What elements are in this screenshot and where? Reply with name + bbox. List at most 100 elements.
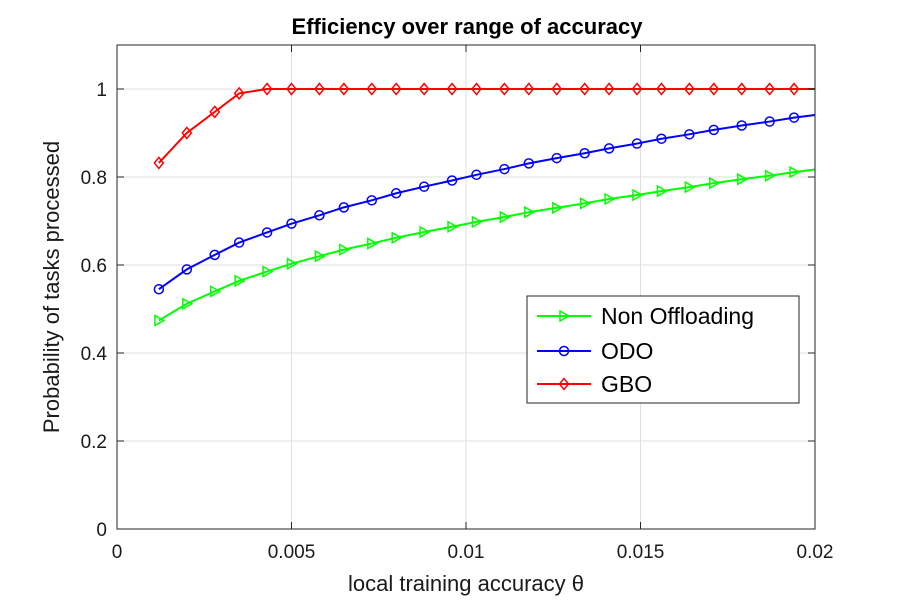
data-point [153, 156, 165, 170]
data-point [471, 82, 482, 96]
data-point [234, 274, 246, 288]
y-tick-label: 0.4 [81, 344, 108, 365]
data-point [261, 82, 273, 96]
data-point [181, 264, 193, 275]
data-point [447, 220, 459, 233]
data-point [338, 202, 350, 213]
data-point [603, 82, 615, 96]
data-point [656, 184, 668, 198]
data-point [419, 225, 431, 239]
data-point [418, 181, 430, 192]
data-point [286, 218, 297, 229]
data-point [209, 249, 220, 261]
data-point [684, 180, 696, 194]
legend-label: Non Offloading [601, 303, 754, 329]
data-point [655, 82, 667, 96]
data-point [313, 82, 325, 96]
y-tick-label: 0 [96, 520, 107, 541]
y-tick-label: 0.6 [81, 256, 107, 277]
data-point [366, 195, 378, 206]
data-point [764, 82, 776, 96]
data-point [499, 210, 511, 224]
data-point [579, 82, 591, 96]
legend-box [526, 295, 800, 404]
data-point [286, 82, 297, 96]
data-point [390, 82, 402, 96]
data-point [656, 133, 667, 144]
data-point [153, 283, 165, 295]
data-point [551, 152, 562, 164]
data-point [314, 210, 325, 221]
y-axis-label: Probability of tasks processed [39, 141, 64, 433]
y-tick-label: 1 [96, 80, 107, 101]
data-point [764, 116, 775, 127]
data-point [471, 215, 484, 229]
x-tick-label: 0.01 [448, 542, 485, 563]
ticks: 0 0.005 0.01 0.015 0.02 0 0.2 0.4 0.6 0.8 1 [81, 45, 833, 563]
data-point [736, 172, 749, 186]
legend-entry: ODO [537, 338, 653, 364]
data-point [182, 297, 194, 310]
data-point [551, 82, 563, 96]
data-point [709, 176, 721, 190]
data-point [579, 147, 590, 159]
legend-entry: GBO [537, 371, 652, 397]
data-point [471, 169, 482, 181]
data-point [579, 197, 592, 210]
series-odo [153, 112, 816, 295]
data-point [446, 82, 458, 96]
chart-title: Efficiency over range of accuracy [292, 14, 644, 39]
data-point [314, 249, 326, 263]
data-point [788, 112, 800, 123]
data-point [789, 165, 801, 179]
x-tick-label: 0.005 [268, 542, 316, 563]
data-point [523, 82, 535, 96]
x-axis-label: local training accuracy θ [348, 571, 584, 596]
data-point [446, 175, 458, 186]
data-point [181, 126, 193, 140]
legend: Non Offloading ODO GBO [526, 295, 800, 404]
legend-label: GBO [601, 371, 652, 397]
data-point [631, 82, 643, 96]
legend-marker [559, 309, 571, 323]
data-point [261, 227, 273, 238]
legend-marker [558, 377, 570, 391]
data-point [209, 285, 222, 298]
data-point [339, 243, 351, 256]
legend-entry: Non Offloading [537, 303, 754, 329]
data-point [603, 143, 615, 154]
data-point [338, 82, 350, 96]
series-gbo [153, 82, 815, 170]
data-point [708, 124, 720, 136]
data-point [632, 188, 644, 202]
data-point [551, 201, 564, 215]
data-point [418, 82, 430, 96]
x-tick-label: 0.015 [617, 542, 665, 563]
data-point [498, 82, 510, 96]
x-tick-label: 0 [112, 542, 123, 563]
data-point [764, 169, 777, 182]
data-point [736, 82, 748, 96]
legend-label: ODO [601, 338, 653, 364]
data-point [286, 257, 299, 270]
y-tick-label: 0.8 [81, 168, 107, 189]
data-point [684, 129, 695, 140]
data-point [154, 314, 166, 327]
data-point [366, 82, 378, 96]
data-point [233, 86, 245, 101]
data-point [367, 237, 379, 250]
y-tick-label: 0.2 [81, 432, 107, 453]
series-non-offloading [154, 165, 816, 327]
data-point [788, 82, 800, 96]
data-point [262, 265, 274, 278]
data-point [499, 163, 510, 175]
data-point [209, 105, 221, 119]
data-point [523, 158, 535, 169]
series-layer [153, 82, 816, 327]
data-point [391, 231, 403, 244]
data-point [708, 82, 720, 96]
data-point [736, 120, 747, 131]
data-point [631, 138, 643, 149]
